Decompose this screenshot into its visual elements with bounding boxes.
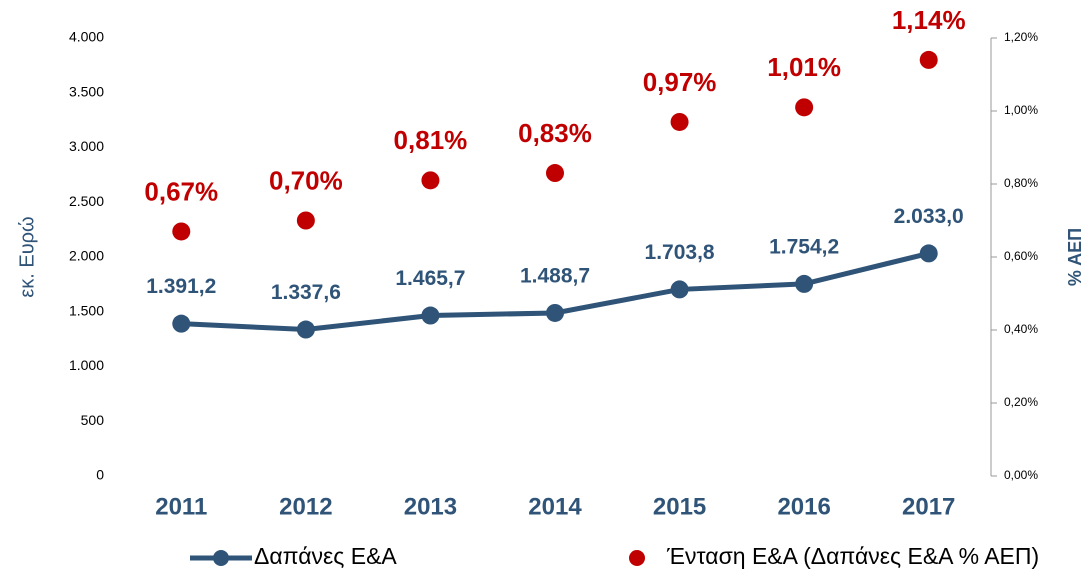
y-tick-label: 4.000 <box>69 29 104 45</box>
y-tick-label: 2.500 <box>69 193 104 209</box>
y2-tick-label: 1,20% <box>1004 30 1038 44</box>
data-label: 1.703,8 <box>645 241 715 264</box>
data-label: 2.033,0 <box>894 205 964 228</box>
data-label: 1.337,6 <box>271 281 341 304</box>
y2-tick-label: 1,00% <box>1004 103 1038 117</box>
marker <box>172 222 191 241</box>
x-tick-label: 2017 <box>902 493 955 520</box>
x-tick-label: 2016 <box>777 493 830 520</box>
y-tick-label: 3.500 <box>69 83 104 99</box>
data-label: 1,14% <box>892 5 966 35</box>
marker <box>296 211 315 230</box>
y2-tick-label: 0,20% <box>1004 395 1038 409</box>
marker <box>546 303 564 322</box>
data-label: 1.754,2 <box>769 235 839 258</box>
x-tick-label: 2013 <box>404 493 457 520</box>
y-axis-label: εκ. Ευρώ <box>16 216 38 297</box>
y2-tick-label: 0,40% <box>1004 322 1038 336</box>
y-tick-label: 1.500 <box>69 302 104 318</box>
x-tick-label: 2011 <box>155 493 207 520</box>
data-label: 0,81% <box>394 125 468 155</box>
data-label: 0,83% <box>518 118 592 148</box>
y-tick-label: 3.000 <box>69 138 104 154</box>
data-label: 1.391,2 <box>146 275 216 298</box>
marker <box>670 280 689 299</box>
data-label: 0,70% <box>269 165 343 195</box>
data-label: 0,97% <box>643 67 717 97</box>
marker <box>919 50 938 69</box>
y2-tick-label: 0,00% <box>1004 468 1038 482</box>
data-label: 1.465,7 <box>395 267 465 290</box>
data-label: 0,67% <box>144 176 218 206</box>
y2-tick-label: 0,60% <box>1004 249 1038 263</box>
data-label: 1.488,7 <box>520 265 590 288</box>
marker <box>172 314 191 333</box>
marker <box>296 320 315 339</box>
x-tick-label: 2015 <box>653 493 706 520</box>
legend-label: Ένταση Ε&Α (Δαπάνες Ε&Α % ΑΕΠ) <box>666 543 1039 569</box>
x-tick-label: 2012 <box>279 493 332 520</box>
y2-tick-label: 0,80% <box>1004 176 1038 190</box>
y-tick-label: 500 <box>81 412 105 428</box>
y-tick-label: 1.000 <box>69 357 104 373</box>
legend-marker <box>629 550 645 566</box>
y-tick-label: 0 <box>96 467 104 483</box>
data-label: 1,01% <box>767 52 841 82</box>
marker <box>670 112 689 131</box>
marker <box>919 244 938 263</box>
y2-axis-label: % ΑΕΠ <box>1065 228 1085 286</box>
marker <box>795 98 814 117</box>
marker <box>421 306 440 325</box>
marker <box>546 164 564 183</box>
y-tick-label: 2.000 <box>69 248 104 264</box>
legend-label: Δαπάνες Ε&Α <box>254 543 397 569</box>
marker <box>421 171 440 190</box>
legend-marker <box>213 550 229 566</box>
marker <box>795 274 814 293</box>
x-tick-label: 2014 <box>528 493 582 520</box>
